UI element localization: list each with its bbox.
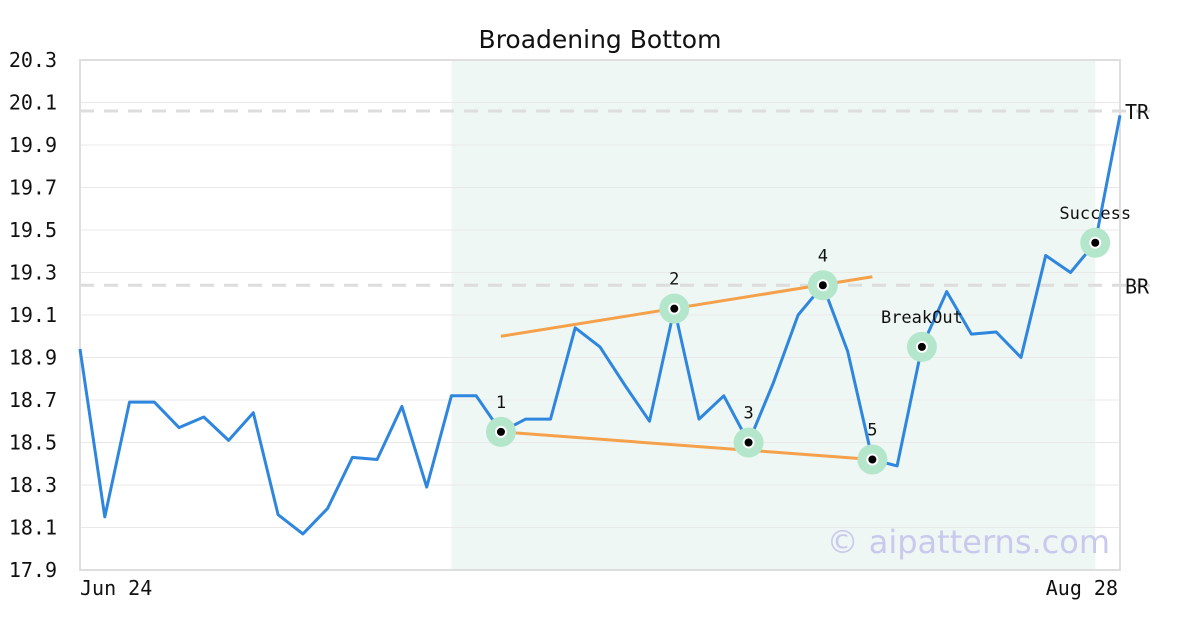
point-marker (668, 302, 681, 315)
y-tick-label: 19.7 (9, 176, 57, 200)
point-label: 5 (867, 421, 877, 441)
price-line (78, 115, 1122, 536)
watermark: © aipatterns.com (827, 523, 1110, 561)
y-tick-label: 18.9 (9, 346, 57, 370)
price-series-layer (78, 115, 1122, 536)
y-tick-label: 19.3 (9, 261, 57, 285)
y-tick-label: 20.1 (9, 91, 57, 115)
reference-label-tr: TR (1125, 100, 1150, 124)
y-tick-label: 18.7 (9, 388, 57, 412)
x-tick-label: Aug 28 (1046, 576, 1118, 600)
chart-title: Broadening Bottom (479, 25, 722, 54)
point-marker (816, 279, 829, 292)
point-marker (494, 425, 507, 438)
y-tick-label: 17.9 (9, 558, 57, 582)
y-tick-label: 18.5 (9, 431, 57, 455)
y-tick-label: 18.1 (9, 516, 57, 540)
point-marker (915, 340, 928, 353)
y-tick-label: 19.5 (9, 218, 57, 242)
grid-layer (80, 102, 1120, 528)
point-marker (742, 436, 755, 449)
y-tick-label: 18.3 (9, 473, 57, 497)
point-label: Success (1059, 204, 1131, 224)
y-tick-label: 20.3 (9, 48, 57, 72)
point-label: 2 (669, 270, 679, 290)
pattern-points-layer: 1 2 3 4 5 BreakOut Success (485, 204, 1131, 475)
point-label: 1 (496, 393, 506, 413)
reference-lines-layer: TR BR (80, 100, 1160, 298)
plot-frame (79, 59, 1121, 571)
reference-label-br: BR (1125, 274, 1150, 298)
point-marker (866, 453, 879, 466)
y-tick-label: 19.1 (9, 303, 57, 327)
point-label: BreakOut (881, 308, 963, 328)
trendline (500, 430, 873, 461)
point-label: 4 (818, 246, 828, 266)
x-tick-label: Jun 24 (80, 576, 152, 600)
point-marker (1089, 236, 1102, 249)
point-label: 3 (743, 404, 753, 424)
y-axis-ticks: 20.3 20.1 19.9 19.7 19.5 19.3 19.1 18.9 18.7 18.5… (9, 48, 57, 582)
y-tick-label: 19.9 (9, 133, 57, 157)
